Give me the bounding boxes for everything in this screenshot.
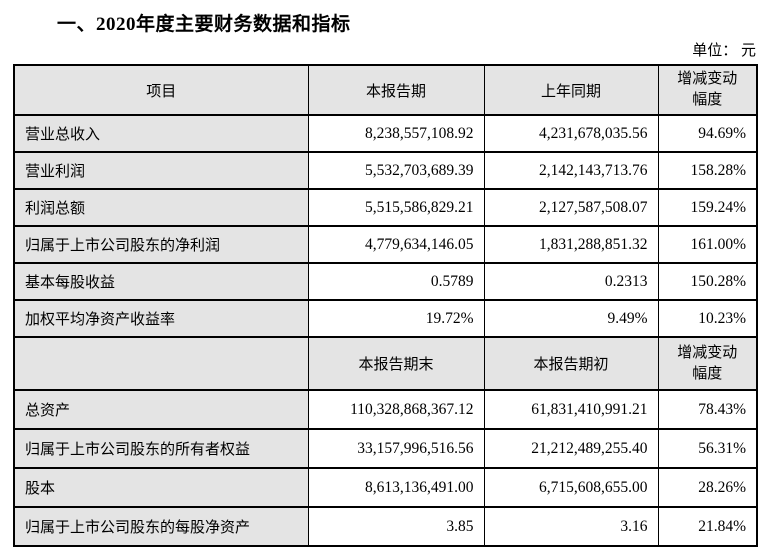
current-period-value: 5,532,703,689.39 bbox=[307, 151, 485, 190]
row-label: 归属于上市公司股东的净利润 bbox=[13, 225, 309, 264]
current-period-value: 4,779,634,146.05 bbox=[307, 225, 485, 264]
current-period-value: 5,515,586,829.21 bbox=[307, 188, 485, 227]
prior-period-value: 0.2313 bbox=[483, 262, 659, 301]
change-percent-value: 56.31% bbox=[657, 428, 758, 469]
row-label: 归属于上市公司股东的所有者权益 bbox=[13, 428, 309, 469]
prior-period-value: 9.49% bbox=[483, 299, 659, 338]
section-title: 一、2020年度主要财务数据和指标 bbox=[57, 14, 351, 35]
period-end-value: 3.85 bbox=[307, 506, 485, 547]
row-label: 归属于上市公司股东的每股净资产 bbox=[13, 506, 309, 547]
change-percent-value: 10.23% bbox=[657, 299, 758, 338]
change-percent-value: 21.84% bbox=[657, 506, 758, 547]
row-label: 营业利润 bbox=[13, 151, 309, 190]
table-row: 股本 8,613,136,491.00 6,715,608,655.00 28.… bbox=[13, 467, 758, 508]
row-label: 营业总收入 bbox=[13, 114, 309, 153]
period-start-value: 21,212,489,255.40 bbox=[483, 428, 659, 469]
table-row: 归属于上市公司股东的净利润 4,779,634,146.05 1,831,288… bbox=[13, 225, 758, 264]
col-header-item: 项目 bbox=[13, 64, 309, 116]
col-header-prior-period: 上年同期 bbox=[483, 64, 659, 116]
change-percent-value: 161.00% bbox=[657, 225, 758, 264]
unit-label: 单位： 元 bbox=[692, 43, 756, 59]
period-end-value: 8,613,136,491.00 bbox=[307, 467, 485, 508]
change-percent-value: 159.24% bbox=[657, 188, 758, 227]
change-percent-value: 94.69% bbox=[657, 114, 758, 153]
col-header-change: 增减变动幅度 bbox=[657, 336, 758, 391]
document-page: 一、2020年度主要财务数据和指标 单位： 元 项目 本报告期 上年同期 增减变… bbox=[13, 14, 758, 547]
row-label: 基本每股收益 bbox=[13, 262, 309, 301]
table-row: 营业利润 5,532,703,689.39 2,142,143,713.76 1… bbox=[13, 151, 758, 190]
col-header-period-start: 本报告期初 bbox=[483, 336, 659, 391]
row-label: 股本 bbox=[13, 467, 309, 508]
row-label: 利润总额 bbox=[13, 188, 309, 227]
current-period-value: 0.5789 bbox=[307, 262, 485, 301]
table-header-row-1: 项目 本报告期 上年同期 增减变动幅度 bbox=[13, 64, 758, 116]
prior-period-value: 2,127,587,508.07 bbox=[483, 188, 659, 227]
table-header-row-2: 本报告期末 本报告期初 增减变动幅度 bbox=[13, 336, 758, 391]
change-percent-value: 78.43% bbox=[657, 389, 758, 430]
table-row: 营业总收入 8,238,557,108.92 4,231,678,035.56 … bbox=[13, 114, 758, 153]
period-start-value: 61,831,410,991.21 bbox=[483, 389, 659, 430]
current-period-value: 8,238,557,108.92 bbox=[307, 114, 485, 153]
col-header-change: 增减变动幅度 bbox=[657, 64, 758, 116]
row-label: 加权平均净资产收益率 bbox=[13, 299, 309, 338]
table-row: 利润总额 5,515,586,829.21 2,127,587,508.07 1… bbox=[13, 188, 758, 227]
current-period-value: 19.72% bbox=[307, 299, 485, 338]
col-header-period-end: 本报告期末 bbox=[307, 336, 485, 391]
prior-period-value: 4,231,678,035.56 bbox=[483, 114, 659, 153]
period-start-value: 6,715,608,655.00 bbox=[483, 467, 659, 508]
change-percent-value: 158.28% bbox=[657, 151, 758, 190]
prior-period-value: 2,142,143,713.76 bbox=[483, 151, 659, 190]
prior-period-value: 1,831,288,851.32 bbox=[483, 225, 659, 264]
financial-table: 项目 本报告期 上年同期 增减变动幅度 营业总收入 8,238,557,108.… bbox=[13, 64, 758, 547]
change-percent-value: 150.28% bbox=[657, 262, 758, 301]
period-start-value: 3.16 bbox=[483, 506, 659, 547]
period-end-value: 33,157,996,516.56 bbox=[307, 428, 485, 469]
row-label: 总资产 bbox=[13, 389, 309, 430]
table-row: 归属于上市公司股东的每股净资产 3.85 3.16 21.84% bbox=[13, 506, 758, 547]
change-percent-value: 28.26% bbox=[657, 467, 758, 508]
table-row: 加权平均净资产收益率 19.72% 9.49% 10.23% bbox=[13, 299, 758, 338]
period-end-value: 110,328,868,367.12 bbox=[307, 389, 485, 430]
table-row: 基本每股收益 0.5789 0.2313 150.28% bbox=[13, 262, 758, 301]
table-row: 归属于上市公司股东的所有者权益 33,157,996,516.56 21,212… bbox=[13, 428, 758, 469]
col-header-blank bbox=[13, 336, 309, 391]
table-row: 总资产 110,328,868,367.12 61,831,410,991.21… bbox=[13, 389, 758, 430]
col-header-current-period: 本报告期 bbox=[307, 64, 485, 116]
